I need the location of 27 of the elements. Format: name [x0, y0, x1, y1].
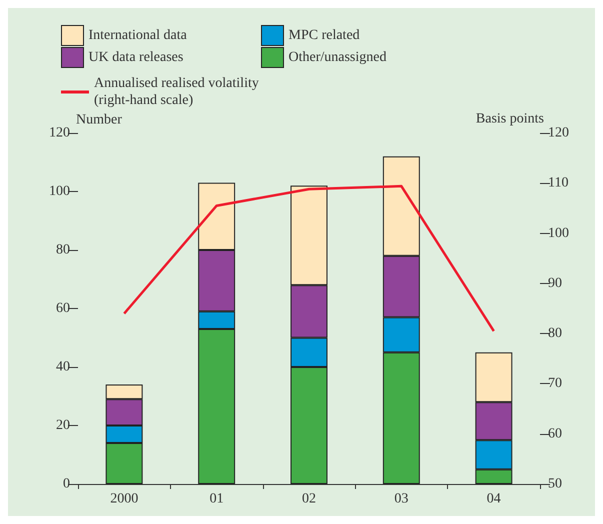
y-tick-label: 80 [56, 242, 70, 258]
legend-label: Annualised realised volatility (right-hand scale) [94, 76, 259, 108]
y2-tick-label: 100 [548, 226, 569, 241]
x-tick-label: 04 [486, 492, 501, 506]
y2-tick-label: 60 [548, 426, 562, 442]
y-tick-label: 100 [49, 184, 70, 199]
y-tick-label: 40 [56, 360, 70, 374]
x-tick-label: 02 [302, 492, 316, 506]
y2-tick-label: 70 [548, 376, 562, 392]
y2-tick-label: 120 [548, 126, 569, 140]
y2-tick-label: 80 [548, 326, 562, 342]
legend-label: International data [88, 28, 188, 43]
y-tick-label: 120 [49, 126, 70, 140]
y2-axis-title: Basis points [476, 112, 544, 127]
x-tick-label: 03 [394, 492, 408, 506]
y2-tick-label: 90 [548, 276, 562, 291]
x-tick-label: 2000 [110, 492, 138, 506]
y2-tick-label: 110 [548, 176, 568, 191]
legend-label: MPC related [288, 28, 360, 43]
x-tick-label: 01 [210, 492, 224, 506]
line-series [122, 184, 496, 332]
y-tick-label: 60 [56, 301, 70, 316]
legend-label: UK data releases [88, 50, 184, 65]
y-axis-title: Number [76, 112, 122, 128]
y-tick-label: 20 [56, 418, 70, 433]
y2-tick-label: 50 [548, 476, 562, 492]
legend-label: Other/unassigned [288, 50, 386, 65]
